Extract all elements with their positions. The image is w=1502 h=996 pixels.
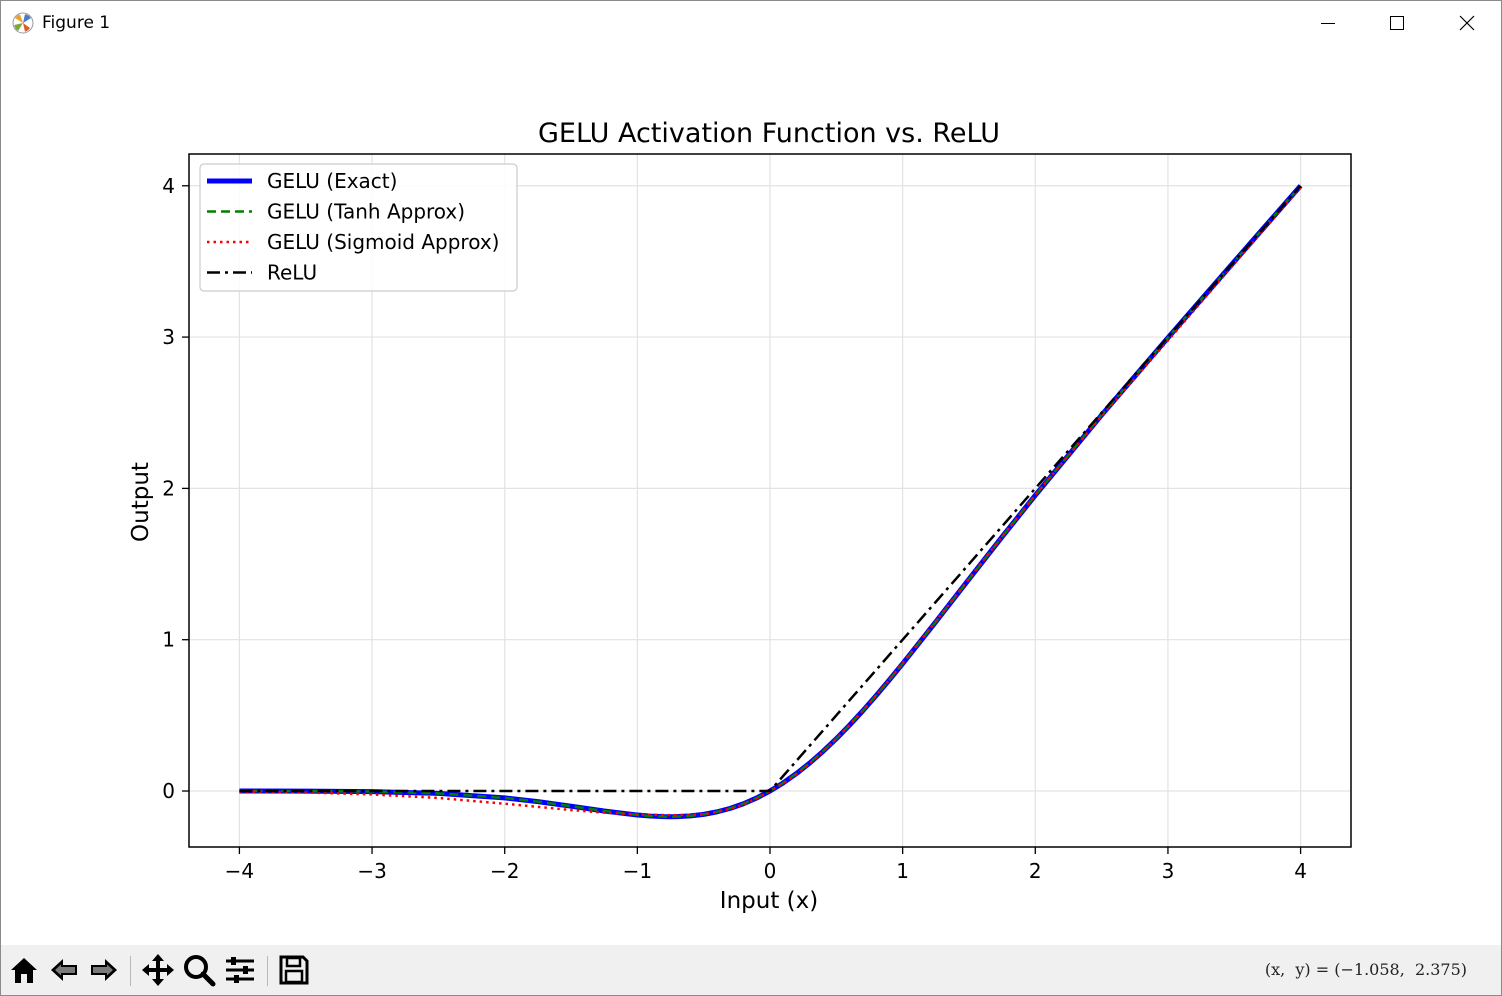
- y-tick-label: 4: [162, 174, 175, 198]
- pan-icon: [142, 954, 174, 986]
- y-tick-label: 1: [162, 628, 175, 652]
- back-icon: [51, 959, 77, 981]
- toolbar-separator: [130, 956, 131, 986]
- legend-label: GELU (Tanh Approx): [267, 200, 465, 224]
- zoom-button[interactable]: [180, 951, 218, 989]
- x-tick-label: 1: [896, 859, 909, 883]
- window-title: Figure 1: [42, 13, 111, 33]
- legend: GELU (Exact) GELU (Tanh Approx) GELU (Sigm…: [199, 163, 518, 292]
- close-icon: [1459, 15, 1475, 31]
- y-tick-label: 2: [162, 476, 175, 500]
- y-tick-label: 0: [162, 779, 175, 803]
- series-line-3: [239, 186, 1302, 817]
- figure-canvas[interactable]: GELU Activation Function vs. ReLU −4 −3 −2…: [1, 45, 1501, 945]
- legend-label: GELU (Exact): [267, 169, 397, 193]
- forward-icon: [91, 959, 117, 981]
- zoom-icon: [184, 955, 216, 987]
- x-tick-label: −3: [357, 859, 386, 883]
- y-axis-label: Output: [128, 462, 154, 542]
- home-button[interactable]: [5, 951, 43, 989]
- x-tick-label: 4: [1294, 859, 1307, 883]
- minimize-button[interactable]: [1293, 1, 1363, 45]
- legend-label: GELU (Sigmoid Approx): [267, 230, 499, 254]
- cursor-coordinates: (x, y) = (−1.058, 2.375): [1264, 960, 1467, 979]
- grid: [189, 154, 1351, 847]
- ticks: −4 −3 −2 −1 0 1 2 3 4 0 1 2 3 4: [162, 174, 1307, 883]
- x-tick-label: 2: [1029, 859, 1042, 883]
- maximize-button[interactable]: [1362, 1, 1432, 45]
- title-bar: Figure 1: [1, 1, 1501, 45]
- x-tick-label: −2: [490, 859, 519, 883]
- y-tick-label: 3: [162, 325, 175, 349]
- legend-label: ReLU: [267, 261, 317, 285]
- x-tick-label: 0: [764, 859, 777, 883]
- x-tick-label: 3: [1162, 859, 1175, 883]
- legend-frame: [199, 163, 518, 292]
- minimize-icon: [1321, 23, 1335, 24]
- plot-lines: [239, 184, 1303, 820]
- maximize-icon: [1390, 16, 1404, 30]
- x-tick-label: −1: [623, 859, 652, 883]
- home-icon: [11, 958, 37, 983]
- save-icon: [279, 955, 309, 985]
- configure-subplots-button[interactable]: [221, 951, 259, 989]
- back-button[interactable]: [45, 951, 83, 989]
- series-line-4: [239, 184, 1302, 793]
- configure-subplots-icon: [226, 957, 254, 983]
- x-axis-label: Input (x): [720, 888, 818, 914]
- pan-button[interactable]: [139, 951, 177, 989]
- forward-button[interactable]: [85, 951, 123, 989]
- toolbar-separator: [267, 956, 268, 986]
- close-button[interactable]: [1432, 1, 1501, 45]
- navigation-toolbar: (x, y) = (−1.058, 2.375): [1, 945, 1501, 995]
- chart-title: GELU Activation Function vs. ReLU: [538, 118, 1000, 149]
- chart-svg[interactable]: GELU Activation Function vs. ReLU −4 −3 −2…: [1, 45, 1501, 945]
- x-tick-label: −4: [225, 859, 254, 883]
- matplotlib-app-icon: [12, 12, 34, 34]
- save-button[interactable]: [275, 951, 313, 989]
